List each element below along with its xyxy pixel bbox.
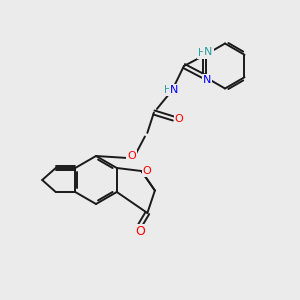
Text: O: O [127,151,136,161]
Text: O: O [135,225,145,238]
Text: H: H [198,48,206,58]
Text: H: H [164,85,171,95]
Text: N: N [170,85,178,95]
Text: O: O [142,166,151,176]
Text: O: O [174,113,183,124]
Text: N: N [204,47,213,57]
Text: N: N [203,75,211,85]
